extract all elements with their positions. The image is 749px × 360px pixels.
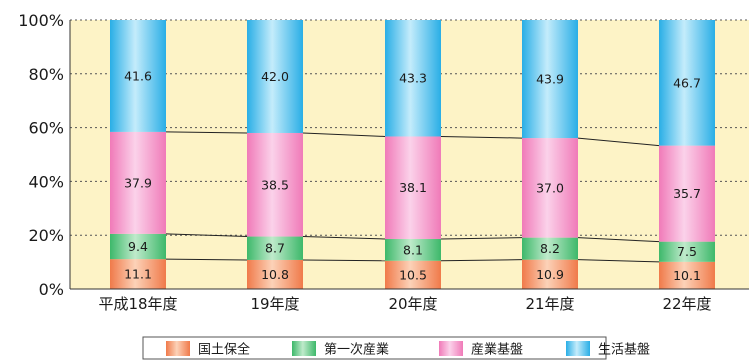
- legend-box: [142, 336, 607, 360]
- x-tick-label: 平成18年度: [98, 295, 177, 313]
- y-tick-label: 60%: [28, 119, 64, 138]
- connector-line: [165, 131, 248, 134]
- legend-swatch: [292, 341, 316, 356]
- bar-segment: [247, 20, 303, 133]
- bar-segment: [659, 145, 715, 242]
- bar-segment: [659, 20, 715, 146]
- bar-segment: [522, 138, 578, 238]
- bar-segment: [110, 233, 166, 260]
- bar-segment: [385, 136, 441, 239]
- data-label: 42.0: [261, 69, 289, 84]
- connector-line: [302, 236, 386, 240]
- bar-segment: [247, 236, 303, 260]
- bar-segment: [247, 259, 303, 289]
- legend-label: 国土保全: [198, 342, 250, 358]
- legend-swatch: [439, 341, 463, 356]
- y-tick-label: 0%: [39, 280, 64, 299]
- legend-label: 生活基盤: [598, 343, 650, 358]
- bar-segment: [385, 20, 441, 137]
- data-label: 11.1: [124, 267, 152, 282]
- connector-line: [302, 259, 386, 262]
- bar-segment: [522, 237, 578, 260]
- legend-label: 第一次産業: [324, 342, 389, 358]
- connector-line: [577, 137, 660, 147]
- bar-segment: [385, 260, 441, 289]
- data-label: 9.4: [128, 239, 148, 254]
- connector-line: [577, 259, 660, 263]
- connector-line: [577, 237, 660, 243]
- data-label: 10.1: [673, 268, 701, 283]
- data-label: 43.3: [399, 71, 427, 86]
- y-tick-label: 80%: [28, 65, 64, 84]
- x-tick-label: 21年度: [525, 295, 574, 313]
- data-label: 46.7: [673, 75, 701, 90]
- bar-segment: [659, 241, 715, 262]
- bar-segment: [110, 259, 166, 289]
- data-label: 37.0: [536, 180, 564, 195]
- bar-segment: [385, 238, 441, 261]
- connector-line: [440, 259, 523, 262]
- data-label: 8.1: [403, 242, 423, 257]
- data-label: 10.8: [261, 267, 289, 282]
- data-label: 10.9: [536, 267, 564, 282]
- data-label: 10.5: [399, 267, 427, 282]
- y-tick-label: 40%: [28, 172, 64, 191]
- data-label: 43.9: [536, 72, 564, 87]
- connector-line: [440, 135, 523, 139]
- bar-segment: [110, 20, 166, 132]
- legend-label: 産業基盤: [471, 342, 523, 358]
- legend-swatch: [566, 341, 590, 356]
- connector-line: [302, 132, 386, 137]
- bar-segment: [522, 20, 578, 139]
- data-label: 37.9: [124, 175, 152, 190]
- data-label: 35.7: [673, 186, 701, 201]
- data-label: 41.6: [124, 68, 152, 83]
- connector-line: [440, 237, 523, 240]
- bar-segment: [110, 131, 166, 234]
- data-label: 7.5: [677, 244, 697, 259]
- legend-swatch: [166, 341, 190, 356]
- data-label: 8.2: [540, 241, 560, 256]
- y-tick-label: 20%: [28, 226, 64, 245]
- x-tick-label: 22年度: [662, 295, 711, 313]
- connector-line: [165, 258, 248, 261]
- x-tick-label: 20年度: [388, 295, 437, 313]
- data-label: 38.5: [261, 177, 289, 192]
- connector-line: [165, 233, 248, 238]
- x-tick-label: 19年度: [250, 295, 299, 313]
- data-label: 8.7: [265, 241, 285, 256]
- bar-segment: [247, 132, 303, 237]
- bar-segment: [659, 261, 715, 289]
- bar-segment: [522, 259, 578, 289]
- y-tick-label: 100%: [18, 11, 64, 30]
- data-label: 38.1: [399, 180, 427, 195]
